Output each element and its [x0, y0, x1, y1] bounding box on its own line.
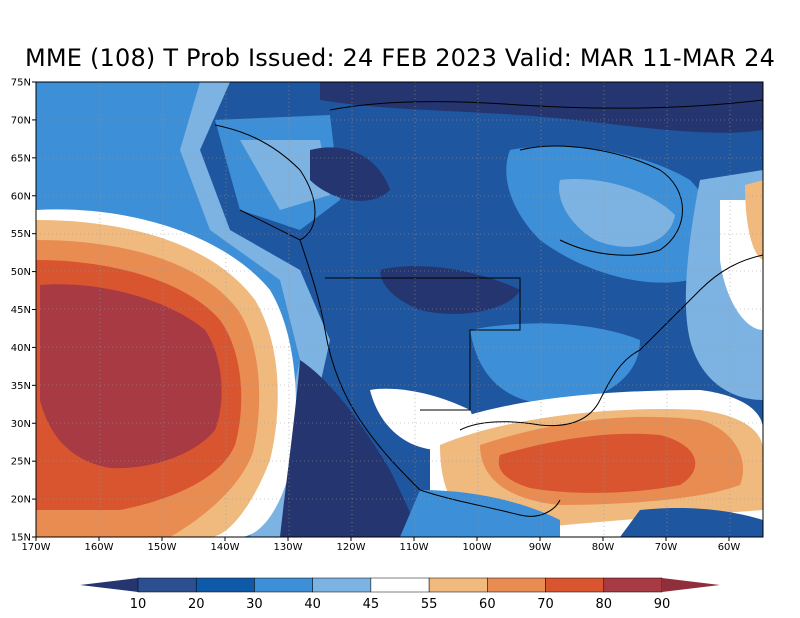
- lat-label: 70N: [11, 115, 31, 126]
- eastern-us-blue: [470, 323, 640, 405]
- colorbar-label: 45: [363, 597, 380, 612]
- central-america-coast: [419, 489, 561, 517]
- colorbar-box: [370, 577, 430, 593]
- colorbar-high-triangle: [662, 578, 720, 592]
- west-coast: [299, 239, 421, 491]
- colorbar-box: [137, 577, 197, 593]
- colorbar-box: [603, 577, 663, 593]
- eastern-pacific-deep-blue: [280, 360, 420, 537]
- colorbar-label: 30: [246, 597, 263, 612]
- lat-label: 50N: [11, 267, 31, 278]
- colorbar-box: [195, 577, 255, 593]
- longitude-axis: 170W 160W 150W 140W 130W 120W 110W 100W 90W 80W 70…: [22, 537, 741, 553]
- colorbar-box: [312, 577, 372, 593]
- lon-label: 90W: [529, 542, 552, 553]
- hudson-bay-coast: [519, 145, 683, 256]
- coastlines: [214, 99, 763, 517]
- map-title: MME (108) T Prob Issued: 24 FEB 2023 Val…: [24, 44, 776, 72]
- lon-label: 140W: [211, 542, 240, 553]
- lat-label: 15N: [11, 533, 31, 544]
- colorbar: 10 20 30 40 45 55 60 70 80 90: [80, 577, 720, 612]
- lat-label: 40N: [11, 343, 31, 354]
- lon-label: 170W: [22, 542, 51, 553]
- lon-label: 100W: [463, 542, 492, 553]
- lat-label: 25N: [11, 457, 31, 468]
- tropical-atlantic-dark-blue: [620, 508, 763, 537]
- colorbar-box: [545, 577, 605, 593]
- lat-label: 60N: [11, 191, 31, 202]
- lon-label: 120W: [337, 542, 366, 553]
- colorbar-box: [428, 577, 488, 593]
- lon-label: 160W: [85, 542, 114, 553]
- lat-label: 30N: [11, 419, 31, 430]
- colorbar-low-triangle: [80, 578, 138, 592]
- colorbar-box: [254, 577, 313, 593]
- colorbar-label: 70: [537, 597, 554, 612]
- alaska-coast: [214, 124, 316, 241]
- atlantic-light-orange: [745, 180, 763, 260]
- arctic-coast: [329, 99, 763, 111]
- us-border: [325, 277, 521, 411]
- lon-label: 130W: [274, 542, 303, 553]
- lat-label: 65N: [11, 153, 31, 164]
- colorbar-label: 90: [654, 597, 671, 612]
- yukon-deep-blue: [310, 147, 390, 201]
- colorbar-label: 40: [304, 597, 321, 612]
- alaska-light-blue: [240, 140, 330, 210]
- lon-label: 60W: [718, 542, 741, 553]
- gulf-red-orange: [498, 433, 696, 493]
- colorbar-box: [487, 577, 546, 593]
- colorbar-label: 80: [596, 597, 613, 612]
- probability-field: [36, 82, 763, 537]
- colorbar-label: 60: [479, 597, 496, 612]
- lat-label: 45N: [11, 305, 31, 316]
- lat-label: 75N: [11, 78, 31, 89]
- pacific-dark-red: [40, 284, 222, 469]
- lat-label: 20N: [11, 495, 31, 506]
- lon-label: 80W: [592, 542, 615, 553]
- gulf-coast: [459, 349, 641, 431]
- lat-label: 55N: [11, 229, 31, 240]
- lon-label: 110W: [400, 542, 429, 553]
- colorbar-label: 55: [421, 597, 438, 612]
- lon-label: 150W: [148, 542, 177, 553]
- lon-label: 70W: [655, 542, 678, 553]
- colorbar-label: 20: [188, 597, 205, 612]
- colorbar-label: 10: [130, 597, 147, 612]
- lat-label: 35N: [11, 381, 31, 392]
- latitude-axis: 75N 70N 65N 60N 55N 50N 45N 40N 35N 30N 25N 20N 15N: [11, 78, 36, 544]
- tropical-pacific-blue: [400, 490, 560, 537]
- atlantic-coast: [639, 254, 763, 351]
